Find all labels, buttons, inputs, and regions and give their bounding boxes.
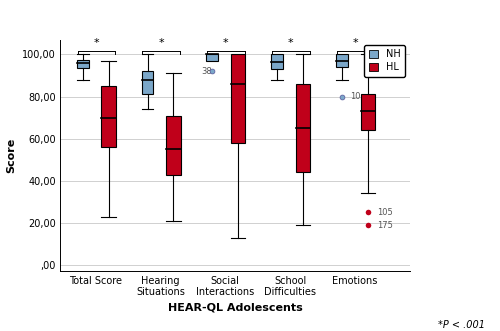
Text: *: * [223,37,228,48]
X-axis label: HEAR-QL Adolescents: HEAR-QL Adolescents [168,303,302,313]
Text: 175: 175 [377,220,393,230]
Text: 38: 38 [201,67,211,76]
Bar [272,55,283,69]
Bar [206,55,218,61]
Bar [231,55,246,143]
Bar [102,86,116,147]
Bar [336,55,348,67]
Y-axis label: Score: Score [6,138,16,173]
Text: 105: 105 [377,208,392,217]
Legend: NH, HL: NH, HL [364,45,405,77]
Bar [142,71,154,94]
Bar [360,94,375,130]
Text: 10: 10 [350,92,360,101]
Text: *: * [352,37,358,48]
Text: *: * [158,37,164,48]
Bar [77,60,88,68]
Text: *: * [288,37,294,48]
Bar [296,84,310,172]
Text: *P < .001: *P < .001 [438,320,485,330]
Bar [166,116,180,174]
Text: *: * [94,37,99,48]
